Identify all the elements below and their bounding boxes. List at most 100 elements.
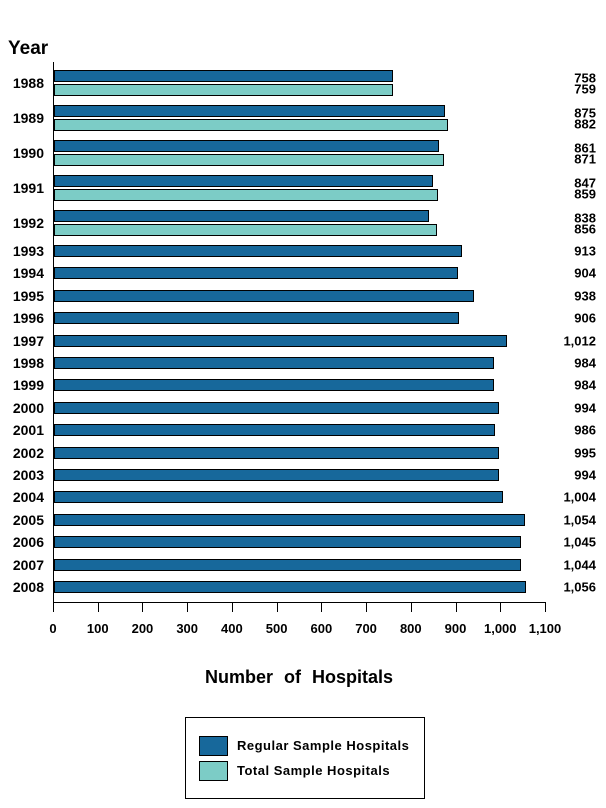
bar-regular-sample-hospitals <box>54 289 474 302</box>
value-label: 1,045 <box>563 534 596 550</box>
x-tick-label: 400 <box>221 621 243 636</box>
x-tick-label: 100 <box>86 621 109 636</box>
year-label: 2001 <box>12 422 44 439</box>
value-label: 871 <box>574 151 596 166</box>
value-label: 1,054 <box>563 512 596 528</box>
bar-regular-sample-hospitals <box>54 581 527 593</box>
value-label: 994 <box>574 400 596 416</box>
x-tick-label: 900 <box>444 621 467 636</box>
bar-regular-sample-hospitals <box>54 245 463 257</box>
year-label: 2004 <box>12 489 44 506</box>
legend-item-regular-sample: Regular Sample Hospitals <box>199 735 424 756</box>
value-label: 1,004 <box>563 489 596 505</box>
x-axis: 0 100 200 300 400 500 600 700 800 900 1,000 1,100 <box>49 602 561 647</box>
bar-regular-sample-hospitals <box>54 70 394 82</box>
value-label: 759 <box>574 81 596 96</box>
bar-total-sample-hospitals <box>54 119 449 131</box>
value-label: 984 <box>574 355 596 371</box>
x-tick-label: 1,000 <box>483 621 517 636</box>
bar-regular-sample-hospitals <box>54 379 495 392</box>
bar-regular-sample-hospitals <box>54 424 495 437</box>
year-label: 2008 <box>12 579 44 595</box>
x-tick <box>545 603 546 612</box>
value-label: 938 <box>574 288 596 304</box>
regular-sample-swatch <box>199 735 228 756</box>
value-label: 906 <box>574 310 596 326</box>
x-tick-label: 800 <box>399 621 422 636</box>
value-label: 838 <box>574 210 596 225</box>
x-tick-label: 200 <box>131 621 154 636</box>
year-label: 1992 <box>12 215 44 231</box>
year-label: 2003 <box>12 467 44 483</box>
bar-regular-sample-hospitals <box>54 175 433 187</box>
x-tick-label: 500 <box>265 621 288 636</box>
year-axis-labels: 1988 1989 1990 1991 1992 1993 1994 1995 1996 1997… <box>0 62 48 602</box>
year-label: 1990 <box>12 145 44 161</box>
x-tick <box>500 603 502 612</box>
x-tick <box>455 603 457 612</box>
total-sample-swatch <box>199 760 228 781</box>
value-label: 856 <box>574 221 596 236</box>
bar-total-sample-hospitals <box>54 224 437 236</box>
value-label: 995 <box>574 445 596 461</box>
value-label: 1,044 <box>563 557 596 573</box>
x-tick-label: 1,100 <box>528 621 562 636</box>
value-label: 758 <box>574 70 596 85</box>
bar-total-sample-hospitals <box>54 189 439 201</box>
bar-total-sample-hospitals <box>54 84 394 96</box>
bar-regular-sample-hospitals <box>54 446 500 459</box>
plot-area <box>53 62 546 603</box>
x-tick <box>231 603 233 612</box>
x-tick-label: 0 <box>49 621 57 636</box>
value-label: 913 <box>574 243 596 259</box>
legend-label-regular-sample: Regular Sample Hospitals <box>237 738 410 753</box>
year-label: 1994 <box>12 265 44 282</box>
value-label: 984 <box>574 377 596 393</box>
value-label: 994 <box>574 467 596 483</box>
value-label: 859 <box>574 186 596 201</box>
year-label: 2002 <box>12 444 44 461</box>
bar-regular-sample-hospitals <box>54 491 504 504</box>
year-label: 1996 <box>12 310 44 327</box>
x-tick-label: 700 <box>355 621 377 636</box>
value-label: 986 <box>574 422 596 438</box>
x-tick <box>53 603 54 612</box>
bar-regular-sample-hospitals <box>54 536 522 549</box>
year-label: 1999 <box>12 377 44 394</box>
value-label: 847 <box>574 175 596 190</box>
year-label: 2000 <box>12 399 44 416</box>
x-tick <box>187 603 189 612</box>
bar-regular-sample-hospitals <box>54 513 526 526</box>
bar-regular-sample-hospitals <box>54 267 459 280</box>
bar-regular-sample-hospitals <box>54 357 495 369</box>
year-label: 1991 <box>12 180 44 196</box>
bar-regular-sample-hospitals <box>54 334 507 347</box>
year-label: 2005 <box>12 511 44 528</box>
bar-regular-sample-hospitals <box>54 105 446 117</box>
y-axis-title: Year <box>8 38 49 59</box>
x-tick <box>321 603 323 612</box>
x-tick <box>142 603 144 612</box>
bar-regular-sample-hospitals <box>54 401 499 414</box>
legend-label-total-sample: Total Sample Hospitals <box>237 763 391 778</box>
value-label: 861 <box>574 140 596 155</box>
x-tick-label: 600 <box>310 621 333 636</box>
year-label: 1997 <box>12 332 44 349</box>
value-label: 882 <box>574 116 596 131</box>
bar-regular-sample-hospitals <box>54 140 440 152</box>
year-label: 2006 <box>12 534 44 551</box>
x-tick <box>276 603 278 612</box>
x-tick <box>410 603 412 612</box>
year-label: 1993 <box>12 243 44 259</box>
legend: Regular Sample Hospitals Total Sample Ho… <box>185 717 425 799</box>
bar-regular-sample-hospitals <box>54 312 460 325</box>
bar-regular-sample-hospitals <box>54 469 499 481</box>
bar-regular-sample-hospitals <box>54 558 521 571</box>
bar-regular-sample-hospitals <box>54 210 429 222</box>
x-tick <box>97 603 99 612</box>
year-label: 1988 <box>12 75 44 91</box>
year-label: 1989 <box>12 110 44 126</box>
bar-total-sample-hospitals <box>54 154 444 166</box>
year-label: 1998 <box>12 355 44 371</box>
